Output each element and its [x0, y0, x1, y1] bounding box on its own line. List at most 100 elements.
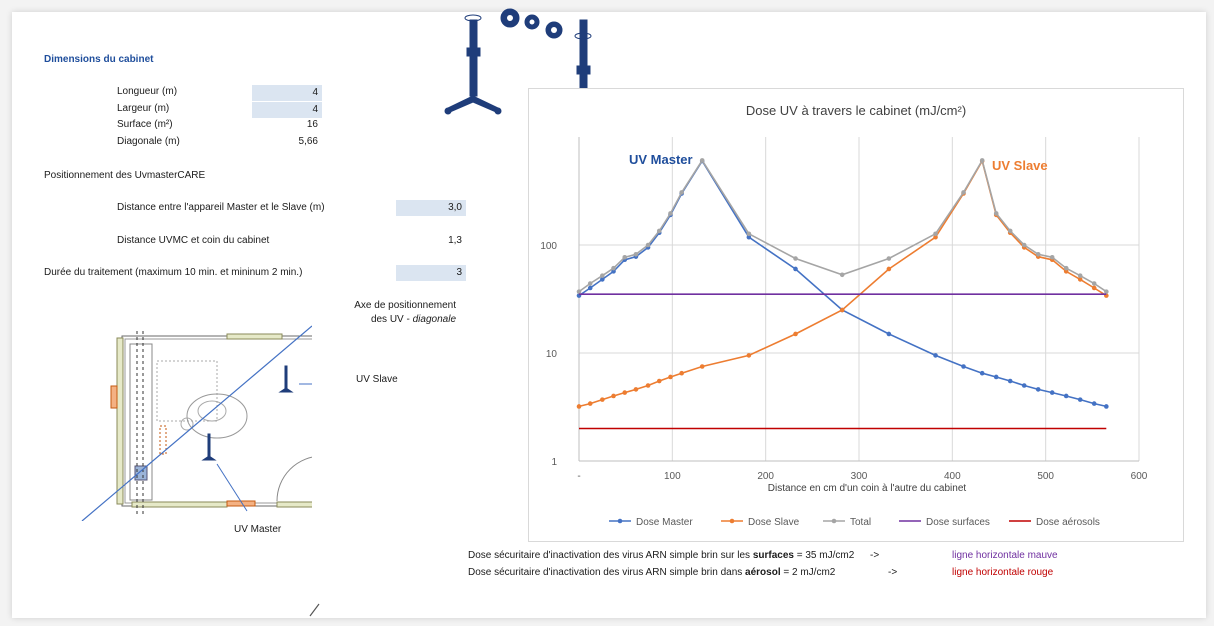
- dimensions-title: Dimensions du cabinet: [44, 54, 154, 65]
- x-tick-label: 200: [757, 471, 774, 482]
- distance-master-slave-value: 3,0: [448, 202, 462, 213]
- dose-master-point: [1021, 383, 1027, 388]
- diagonal-label: Diagonale (m): [117, 136, 180, 147]
- dose-master-point: [1063, 393, 1069, 399]
- dose-slave-line: [578, 158, 1107, 408]
- treatment-input[interactable]: 3: [396, 265, 466, 281]
- total-point: [622, 254, 628, 260]
- distance-master-slave-input[interactable]: 3,0: [396, 200, 466, 216]
- length-input[interactable]: 4: [252, 85, 322, 101]
- axis-label-line1: Axe de positionnement: [354, 300, 456, 311]
- total-point: [645, 242, 651, 248]
- dose-slave-point: [1077, 277, 1083, 282]
- dose-slave-point: [633, 387, 639, 392]
- diagonal-value: 5,66: [298, 136, 318, 147]
- dose-master-point: [1007, 378, 1013, 384]
- dose-master-point: [993, 374, 999, 380]
- y-tick-label: 100: [540, 241, 557, 252]
- total-point: [668, 211, 673, 216]
- note-surfaces-arrow: ->: [870, 550, 880, 561]
- x-tick-label: -: [577, 471, 580, 482]
- dose-master-point: [793, 266, 798, 272]
- chart-series: [576, 158, 1109, 430]
- legend-label-dose-master: Dose Master: [636, 517, 693, 528]
- dose-master-point: [961, 364, 966, 369]
- length-label: Longueur (m): [117, 86, 178, 97]
- note-aerosol: Dose sécuritaire d'inactivation des viru…: [468, 567, 835, 578]
- note-surfaces-prefix: Dose sécuritaire d'inactivation des viru…: [468, 550, 753, 561]
- distance-corner-label: Distance UVMC et coin du cabinet: [117, 235, 270, 246]
- width-input[interactable]: 4: [252, 102, 322, 118]
- dose-slave-point: [576, 404, 582, 409]
- note-aerosol-suffix: = 2 mJ/cm2: [780, 567, 836, 578]
- chart-grid: [578, 137, 1140, 462]
- legend-label-dose-surfaces: Dose surfaces: [926, 517, 990, 528]
- x-tick-labels: - 100 200 300 400 500 600: [577, 471, 1147, 482]
- legend-marker-dose-master: [617, 518, 623, 524]
- pencil-mark-icon: [309, 603, 320, 617]
- total-point: [1007, 228, 1013, 234]
- dose-master-point: [1035, 387, 1041, 392]
- note-surfaces: Dose sécuritaire d'inactivation des viru…: [468, 550, 854, 561]
- note-surfaces-right: ligne horizontale mauve: [952, 550, 1058, 561]
- total-point: [1035, 252, 1041, 257]
- dose-slave-point: [886, 266, 892, 272]
- dose-master-point: [933, 353, 938, 358]
- dose-slave-point: [839, 307, 845, 313]
- width-value: 4: [312, 104, 318, 115]
- dose-master-point: [1049, 390, 1055, 395]
- note-surfaces-suffix: = 35 mJ/cm2: [793, 550, 855, 561]
- dose-slave-point: [611, 393, 616, 399]
- dose-master-point: [611, 269, 616, 274]
- legend-label-total: Total: [850, 517, 871, 528]
- x-tick-label: 300: [851, 471, 868, 482]
- total-point: [746, 231, 752, 237]
- chart-title: Dose UV à travers le cabinet (mJ/cm²): [746, 103, 966, 118]
- dose-slave-point: [793, 331, 798, 337]
- total-point: [656, 228, 662, 234]
- total-point: [679, 190, 684, 195]
- dose-master-point: [600, 277, 605, 282]
- dose-slave-point: [699, 364, 705, 369]
- dose-master-point: [1104, 404, 1109, 409]
- x-tick-label: 500: [1037, 471, 1054, 482]
- dose-slave-point: [1091, 285, 1097, 291]
- dose-slave-point: [622, 390, 628, 395]
- total-line: [578, 158, 1107, 293]
- note-surfaces-bold: surfaces: [752, 550, 794, 561]
- total-point: [1091, 281, 1097, 286]
- axis-label-line2: des UV - diagonale: [342, 314, 456, 325]
- total-point: [961, 190, 966, 195]
- chart-x-axis-label: Distance en cm d'un coin à l'autre du ca…: [768, 483, 967, 494]
- treatment-label: Durée du traitement (maximum 10 min. et …: [44, 267, 303, 278]
- dose-master-point: [746, 234, 752, 240]
- total-point: [699, 158, 705, 163]
- total-point: [600, 273, 605, 278]
- annotation-uv-slave: UV Slave: [992, 158, 1048, 173]
- dose-master-line: [578, 159, 1107, 408]
- total-point: [933, 231, 938, 237]
- surface-value: 16: [306, 119, 318, 130]
- dose-slave-point: [1063, 269, 1069, 274]
- total-point: [1021, 242, 1027, 248]
- dose-master-point: [587, 285, 593, 291]
- total-point: [611, 265, 616, 271]
- distance-master-slave-label: Distance entre l'appareil Master et le S…: [117, 202, 325, 213]
- y-tick-label: 10: [546, 349, 558, 360]
- legend-marker-total: [831, 518, 837, 524]
- chart-legend: Dose Master Dose Slave Total Dose surfaces D…: [609, 517, 1100, 528]
- width-label: Largeur (m): [117, 103, 170, 114]
- dose-slave-point: [656, 378, 662, 384]
- legend-label-dose-a-rosols: Dose aérosols: [1036, 517, 1100, 528]
- legend-label-dose-slave: Dose Slave: [748, 517, 800, 528]
- y-tick-label: 1: [551, 457, 557, 468]
- worksheet: Dimensions du cabinet Longueur (m) 4 Lar…: [12, 8, 1206, 618]
- uv-dose-chart: 1 10 100 - 100 200 300 400 500 600 Dose UV à tra…: [528, 88, 1184, 542]
- dose-slave-point: [600, 397, 605, 402]
- dose-slave-point: [668, 374, 673, 380]
- note-aerosol-arrow: ->: [888, 567, 898, 578]
- total-point: [839, 272, 845, 278]
- uv-dose-chart-svg: 1 10 100 - 100 200 300 400 500 600 Dose UV à tra…: [540, 103, 1147, 528]
- dose-slave-point: [746, 353, 752, 358]
- uvmaster-logo-icon: [444, 8, 609, 125]
